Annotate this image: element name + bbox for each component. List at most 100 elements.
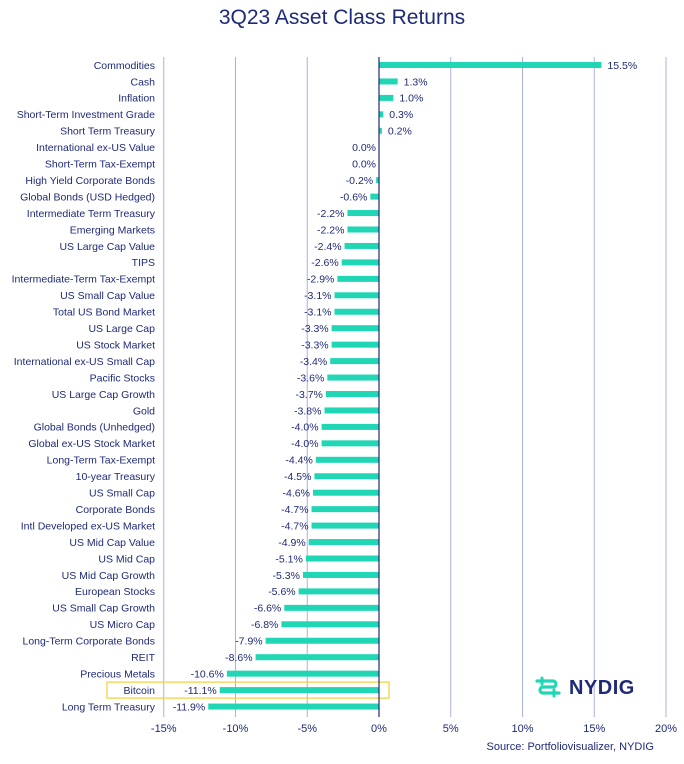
value-label: -3.8% bbox=[294, 405, 321, 417]
bar bbox=[330, 358, 379, 365]
source-note: Source: Portfoliovisualizer, NYDIG bbox=[486, 741, 654, 753]
x-tick-label: 10% bbox=[511, 723, 533, 735]
x-tick-label: 20% bbox=[655, 723, 677, 735]
category-label: REIT bbox=[131, 652, 156, 664]
value-label: -4.7% bbox=[281, 520, 308, 532]
bar bbox=[334, 308, 379, 315]
value-label: -10.6% bbox=[191, 668, 224, 680]
bar bbox=[344, 242, 379, 249]
category-label: Short Term Treasury bbox=[60, 126, 156, 138]
category-label: International ex-US Small Cap bbox=[14, 356, 155, 368]
value-label: -5.6% bbox=[268, 586, 295, 598]
category-label: Global Bonds (USD Hedged) bbox=[20, 191, 155, 203]
bar bbox=[311, 522, 379, 529]
x-tick-label: 15% bbox=[583, 723, 605, 735]
value-label: -3.3% bbox=[301, 339, 328, 351]
category-label: US Large Cap Growth bbox=[52, 389, 155, 401]
bar bbox=[325, 391, 379, 397]
bar bbox=[379, 78, 398, 85]
category-label: Pacific Stocks bbox=[90, 372, 155, 384]
value-label: -4.5% bbox=[284, 471, 311, 483]
bar bbox=[308, 539, 379, 546]
value-label: 0.0% bbox=[352, 159, 376, 171]
value-label: -3.6% bbox=[297, 372, 324, 384]
bar bbox=[331, 341, 379, 348]
category-label: Corporate Bonds bbox=[76, 504, 155, 516]
bar bbox=[312, 489, 379, 496]
bar bbox=[219, 687, 379, 694]
bar bbox=[347, 210, 379, 217]
value-label: -2.6% bbox=[311, 257, 338, 269]
category-label: Bitcoin bbox=[123, 685, 155, 697]
category-label: Short-Term Tax-Exempt bbox=[45, 159, 155, 171]
bar bbox=[298, 588, 379, 595]
x-tick-label: -10% bbox=[223, 723, 249, 735]
nydig-mark-icon bbox=[535, 676, 561, 698]
value-label: -3.3% bbox=[301, 323, 328, 335]
value-label: -3.1% bbox=[304, 290, 331, 302]
bar bbox=[331, 325, 379, 332]
x-tick-label: -15% bbox=[151, 723, 177, 735]
value-label: 1.3% bbox=[404, 76, 428, 88]
bar bbox=[337, 275, 379, 282]
category-label: Intermediate-Term Tax-Exempt bbox=[12, 274, 155, 286]
bar bbox=[379, 94, 394, 101]
value-label: 0.0% bbox=[352, 142, 376, 154]
category-label: Gold bbox=[133, 405, 155, 417]
category-label: US Small Cap Growth bbox=[52, 603, 155, 615]
value-label: -3.1% bbox=[304, 307, 331, 319]
category-label: Long Term Treasury bbox=[62, 701, 156, 713]
bar bbox=[305, 555, 379, 562]
category-label: US Micro Cap bbox=[90, 619, 156, 631]
bar bbox=[379, 127, 382, 134]
value-label: -0.2% bbox=[346, 175, 373, 187]
category-label: US Stock Market bbox=[76, 339, 155, 351]
category-label: US Small Cap Value bbox=[60, 290, 155, 302]
value-label: -5.1% bbox=[275, 553, 302, 565]
category-label: US Mid Cap Value bbox=[69, 537, 155, 549]
value-label: 0.2% bbox=[388, 126, 412, 138]
x-tick-label: -5% bbox=[297, 723, 317, 735]
bar bbox=[376, 177, 379, 184]
bar bbox=[321, 423, 379, 430]
bar bbox=[255, 654, 379, 661]
category-label: Total US Bond Market bbox=[53, 307, 155, 319]
value-label: 0.3% bbox=[389, 109, 413, 121]
value-label: -4.0% bbox=[291, 422, 318, 434]
category-label: Cash bbox=[130, 76, 155, 88]
bar bbox=[281, 621, 379, 628]
value-label: 1.0% bbox=[399, 93, 423, 105]
bar bbox=[208, 703, 379, 710]
value-label: -7.9% bbox=[235, 636, 262, 648]
x-tick-label: 5% bbox=[443, 723, 459, 735]
category-label: Intl Developed ex-US Market bbox=[21, 520, 155, 532]
category-label: Inflation bbox=[118, 93, 155, 105]
nydig-logo-text: NYDIG bbox=[569, 676, 635, 699]
bar bbox=[341, 259, 379, 266]
bar bbox=[315, 456, 379, 463]
bar bbox=[334, 292, 379, 299]
value-label: -4.7% bbox=[281, 504, 308, 516]
value-label: -6.6% bbox=[254, 603, 281, 615]
category-label: US Mid Cap bbox=[98, 553, 155, 565]
value-label: -11.1% bbox=[184, 685, 217, 697]
bar bbox=[327, 374, 379, 381]
nydig-logo: NYDIG bbox=[533, 676, 635, 700]
category-label: 10-year Treasury bbox=[76, 471, 156, 483]
highlight-box bbox=[106, 681, 390, 699]
category-label: US Small Cap bbox=[89, 488, 155, 500]
value-label: -3.7% bbox=[295, 389, 322, 401]
chart-title: 3Q23 Asset Class Returns bbox=[218, 6, 466, 29]
value-label: -5.3% bbox=[273, 570, 300, 582]
category-label: US Large Cap bbox=[88, 323, 155, 335]
category-label: Long-Term Corporate Bonds bbox=[23, 636, 156, 648]
bar bbox=[370, 193, 379, 200]
bar bbox=[311, 506, 379, 513]
value-label: -4.9% bbox=[278, 537, 305, 549]
value-label: -8.6% bbox=[225, 652, 252, 664]
category-label: TIPS bbox=[132, 257, 155, 269]
category-label: Global Bonds (Unhedged) bbox=[34, 422, 155, 434]
category-label: Intermediate Term Treasury bbox=[27, 208, 156, 220]
category-label: Emerging Markets bbox=[70, 224, 155, 236]
